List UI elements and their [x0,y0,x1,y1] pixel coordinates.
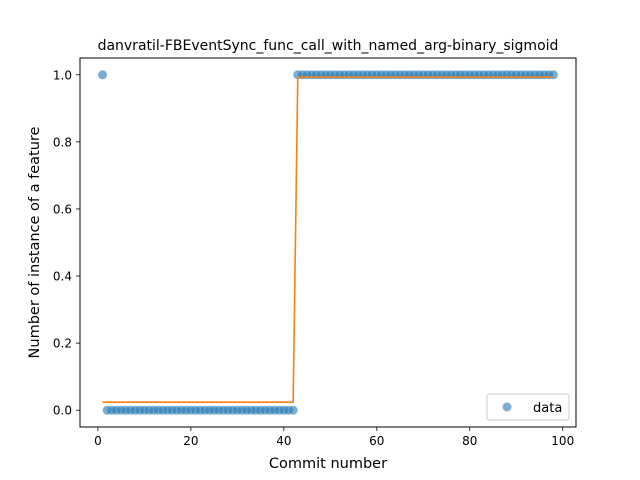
y-tick-label: 0.0 [53,404,72,418]
x-tick-label: 60 [369,434,384,448]
x-tick-label: 100 [551,434,574,448]
data-point [98,70,108,80]
legend-frame [486,393,570,421]
x-axis-label: Commit number [269,456,387,472]
fit-line [102,76,554,403]
legend: data [486,393,570,421]
y-tick-label: 1.0 [53,68,72,82]
x-tick-label: 40 [276,434,291,448]
legend-marker [502,402,512,412]
y-tick-label: 0.2 [53,337,72,351]
y-tick-label: 0.8 [53,135,72,149]
y-tick-label: 0.6 [53,202,72,216]
data-point [288,405,298,415]
x-tick-label: 0 [94,434,102,448]
y-axis: 0.0 0.2 0.4 0.6 0.8 1.0 [53,68,80,418]
legend-label: data [533,401,562,416]
plot-area [98,70,558,415]
y-axis-label: Number of instance of a feature [27,126,43,358]
x-axis: 0 20 40 60 80 100 [94,427,574,448]
axes-frame [79,57,577,428]
x-tick-label: 20 [183,434,198,448]
x-tick-label: 80 [462,434,477,448]
y-tick-label: 0.4 [53,270,72,284]
chart-title: danvratil-FBEventSync_func_call_with_nam… [98,38,559,54]
